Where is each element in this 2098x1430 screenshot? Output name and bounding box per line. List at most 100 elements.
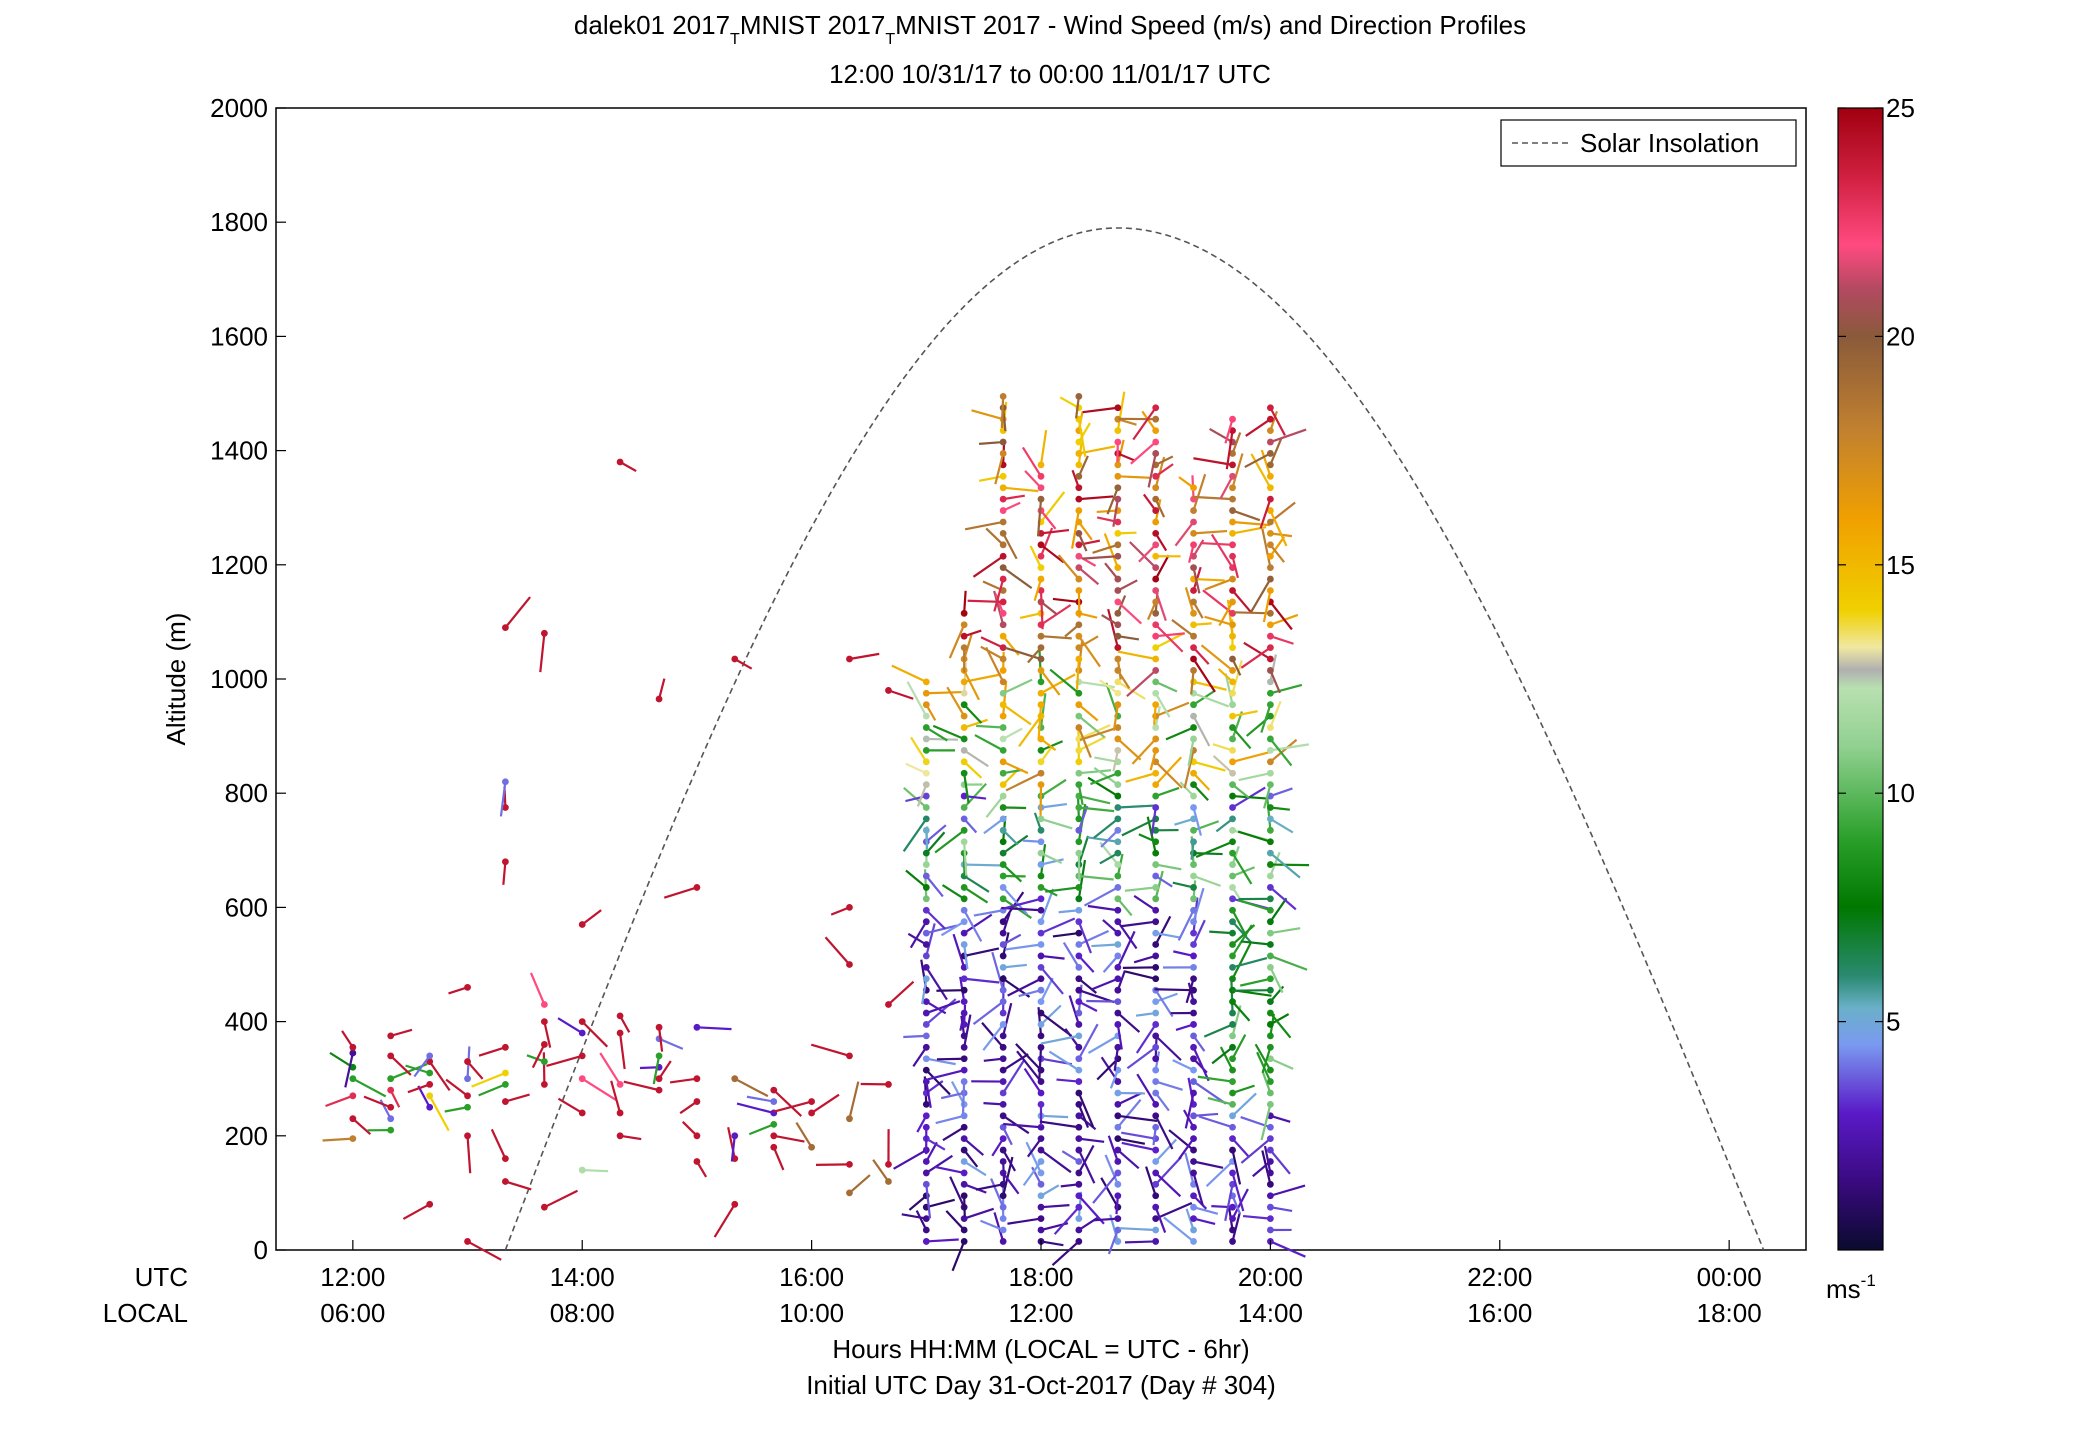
wind-barb-point bbox=[502, 858, 509, 865]
wind-barb-point bbox=[1267, 1078, 1274, 1085]
wind-barb-point bbox=[1075, 1227, 1082, 1234]
wind-barb-point bbox=[1114, 895, 1121, 902]
wind-barb-point bbox=[1229, 804, 1236, 811]
wind-barb-point bbox=[579, 1018, 586, 1025]
wind-barb-shaft bbox=[1079, 590, 1080, 617]
wind-barb-point bbox=[1038, 770, 1045, 777]
wind-barb-point bbox=[1267, 1227, 1274, 1234]
wind-barb-point bbox=[694, 1024, 701, 1031]
wind-barb-point bbox=[1267, 427, 1274, 434]
wind-barb-point bbox=[1152, 1021, 1159, 1028]
wind-barb-point bbox=[961, 610, 968, 617]
wind-barb-point bbox=[846, 904, 853, 911]
wind-barb-point bbox=[961, 884, 968, 891]
wind-barb-point bbox=[1152, 541, 1159, 548]
wind-barb-point bbox=[1114, 793, 1121, 800]
wind-barb-point bbox=[1229, 473, 1236, 480]
wind-barb-point bbox=[1267, 541, 1274, 548]
wind-barb-point bbox=[1075, 827, 1082, 834]
x-tick-label-utc: 18:00 bbox=[1008, 1262, 1073, 1292]
wind-barb-point bbox=[387, 1115, 394, 1122]
wind-barb-point bbox=[1114, 644, 1121, 651]
wind-barb-shaft bbox=[1091, 945, 1117, 947]
wind-barb-point bbox=[1114, 907, 1121, 914]
wind-barb-point bbox=[1267, 770, 1274, 777]
wind-barb-point bbox=[1114, 1112, 1121, 1119]
wind-barb-point bbox=[1000, 1055, 1007, 1062]
wind-barb-point bbox=[1114, 473, 1121, 480]
wind-barb-point bbox=[1114, 656, 1121, 663]
wind-barb-point bbox=[1229, 1021, 1236, 1028]
colorbar-tick-label: 15 bbox=[1886, 550, 1915, 580]
wind-barb-point bbox=[1038, 861, 1045, 868]
wind-barb-point bbox=[1267, 1192, 1274, 1199]
wind-barb-point bbox=[1190, 667, 1197, 674]
wind-barb-point bbox=[1038, 667, 1045, 674]
wind-barb-point bbox=[961, 621, 968, 628]
wind-barb-point bbox=[1267, 690, 1274, 697]
wind-barb-point bbox=[1038, 656, 1045, 663]
wind-barb-point bbox=[1229, 678, 1236, 685]
wind-barb-point bbox=[1075, 484, 1082, 491]
wind-barb-point bbox=[1000, 1204, 1007, 1211]
wind-barb-point bbox=[464, 984, 471, 991]
wind-barb-point bbox=[617, 1030, 624, 1037]
colorbar-tick-label: 10 bbox=[1886, 778, 1915, 808]
wind-barb-point bbox=[426, 1092, 433, 1099]
wind-barb-point bbox=[1190, 1010, 1197, 1017]
wind-barb-shaft bbox=[1086, 1001, 1118, 1002]
wind-barb-point bbox=[464, 1058, 471, 1065]
wind-barb-point bbox=[1000, 621, 1007, 628]
wind-barb-point bbox=[1152, 656, 1159, 663]
wind-barb-point bbox=[923, 736, 930, 743]
wind-barb-point bbox=[617, 459, 624, 466]
wind-barb-point bbox=[387, 1104, 394, 1111]
wind-barb-point bbox=[1038, 1044, 1045, 1051]
wind-barb-point bbox=[1075, 804, 1082, 811]
wind-barb-shaft bbox=[964, 865, 1004, 866]
wind-barb-point bbox=[1267, 975, 1274, 982]
wind-barb-point bbox=[1075, 1032, 1082, 1039]
wind-barb-point bbox=[1000, 656, 1007, 663]
wind-barb-point bbox=[1038, 1090, 1045, 1097]
wind-barb-shaft bbox=[1002, 396, 1003, 428]
wind-barb-point bbox=[1152, 1090, 1159, 1097]
wind-barb-point bbox=[617, 1132, 624, 1139]
wind-barb-point bbox=[1229, 541, 1236, 548]
wind-barb-point bbox=[387, 1032, 394, 1039]
x-tick-label-local: 08:00 bbox=[550, 1298, 615, 1328]
wind-barb-point bbox=[1190, 530, 1197, 537]
wind-barb-point bbox=[1267, 884, 1274, 891]
wind-barb-point bbox=[1229, 690, 1236, 697]
wind-barb-point bbox=[1038, 918, 1045, 925]
wind-barb-point bbox=[1075, 621, 1082, 628]
wind-barb-point bbox=[349, 1115, 356, 1122]
wind-barb-point bbox=[1267, 656, 1274, 663]
wind-barb-point bbox=[1229, 656, 1236, 663]
wind-barb-point bbox=[1152, 484, 1159, 491]
wind-barb-point bbox=[1229, 815, 1236, 822]
wind-barb-point bbox=[1038, 987, 1045, 994]
wind-barb-point bbox=[1075, 724, 1082, 731]
wind-barb-point bbox=[464, 1132, 471, 1139]
wind-barb-shaft bbox=[1155, 989, 1194, 990]
wind-barb-point bbox=[1267, 1021, 1274, 1028]
wind-barb-point bbox=[1038, 964, 1045, 971]
wind-barb-point bbox=[1190, 541, 1197, 548]
wind-barb-point bbox=[617, 1081, 624, 1088]
wind-barb-point bbox=[961, 827, 968, 834]
wind-barb-point bbox=[961, 736, 968, 743]
wind-barb-point bbox=[1075, 1067, 1082, 1074]
wind-barb-point bbox=[502, 1155, 509, 1162]
wind-barb-point bbox=[1229, 496, 1236, 503]
y-tick-label: 400 bbox=[225, 1007, 268, 1037]
wind-barb-point bbox=[1038, 895, 1045, 902]
title-part-1: dalek01 2017 bbox=[574, 10, 730, 40]
wind-barb-point bbox=[541, 1058, 548, 1065]
wind-barb-point bbox=[1000, 758, 1007, 765]
wind-barb-point bbox=[1114, 621, 1121, 628]
wind-barb-point bbox=[961, 633, 968, 640]
wind-barb-point bbox=[1000, 1032, 1007, 1039]
wind-barb-point bbox=[1190, 941, 1197, 948]
